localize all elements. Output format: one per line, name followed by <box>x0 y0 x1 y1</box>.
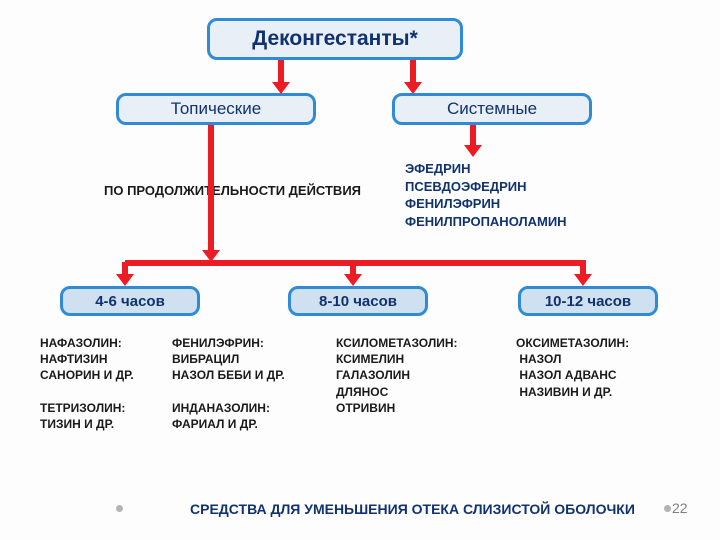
box-duration-8-10: 8-10 часов <box>288 286 428 316</box>
box-topical-label: Топические <box>171 99 261 119</box>
duration-heading: ПО ПРОДОЛЖИТЕЛЬНОСТИ ДЕЙСТВИЯ <box>104 182 361 200</box>
drug-column-4: ОКСИМЕТАЗОЛИН: НАЗОЛ НАЗОЛ АДВАНС НАЗИВИ… <box>516 335 629 400</box>
footer-dot-icon <box>116 505 123 512</box>
box-topical: Топические <box>116 93 316 125</box>
box-dur46-label: 4-6 часов <box>95 293 165 310</box>
box-root-label: Деконгестанты* <box>252 27 418 51</box>
drug-column-1: НАФАЗОЛИН: НАФТИЗИН САНОРИН И ДР. ТЕТРИЗ… <box>40 335 134 432</box>
box-systemic-label: Системные <box>447 99 537 119</box>
box-duration-10-12: 10-12 часов <box>518 286 658 316</box>
connector-arrows <box>0 0 720 540</box>
box-dur810-label: 8-10 часов <box>319 293 397 310</box>
box-dur1012-label: 10-12 часов <box>545 293 631 310</box>
box-systemic: Системные <box>392 93 592 125</box>
box-duration-4-6: 4-6 часов <box>60 286 200 316</box>
page-number: 22 <box>672 500 688 516</box>
systemic-drug-list: ЭФЕДРИН ПСЕВДОЭФЕДРИН ФЕНИЛЭФРИН ФЕНИЛПР… <box>405 160 567 230</box>
footer-dot-icon <box>664 505 671 512</box>
footer-title: СРЕДСТВА ДЛЯ УМЕНЬШЕНИЯ ОТЕКА СЛИЗИСТОЙ … <box>190 500 635 519</box>
box-root: Деконгестанты* <box>207 18 463 60</box>
drug-column-3: КСИЛОМЕТАЗОЛИН: КСИМЕЛИН ГАЛАЗОЛИН ДЛЯНО… <box>336 335 458 416</box>
drug-column-2: ФЕНИЛЭФРИН: ВИБРАЦИЛ НАЗОЛ БЕБИ И ДР. ИН… <box>172 335 285 432</box>
